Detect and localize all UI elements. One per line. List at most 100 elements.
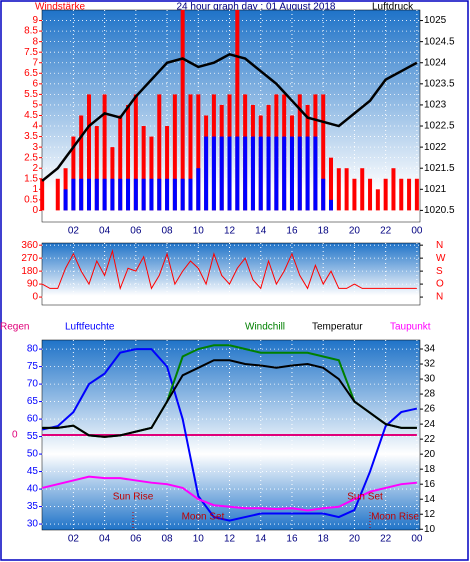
y3-tick-label: 0	[12, 430, 18, 441]
y2-tick-label: 1024.5	[424, 36, 455, 47]
wind-bar	[188, 178, 193, 211]
y-tick-label: 3.5	[24, 131, 38, 142]
y-tick-label: 70	[27, 379, 39, 390]
gust-bar	[352, 178, 357, 211]
y-tick-label: 45	[27, 466, 39, 477]
y2-tick-label: N	[436, 240, 443, 251]
wind-bar	[313, 136, 318, 211]
series-line	[41, 348, 418, 522]
x-tick-label: 02	[68, 226, 80, 237]
gust-bar	[344, 168, 349, 211]
y-tick-label: 360	[21, 240, 38, 251]
gust-bar	[165, 126, 170, 211]
x-tick-label: 22	[380, 226, 392, 237]
wind-bar	[133, 178, 138, 211]
x-tick-label: 14	[255, 534, 267, 545]
pressure-line	[41, 52, 418, 182]
y-tick-label: 3	[32, 142, 38, 153]
gust-bar	[86, 94, 91, 211]
y-tick-label: 8.5	[24, 26, 38, 37]
y-tick-label: 4.5	[24, 110, 38, 121]
legend-label: Windchill	[245, 322, 285, 333]
wind-bar	[204, 136, 209, 211]
wind-bar	[235, 136, 240, 211]
wind-bar	[102, 178, 107, 211]
gust-bar	[399, 178, 404, 211]
y-tick-label: 7.5	[24, 47, 38, 58]
gust-bar	[71, 136, 76, 211]
y-axis-label: Windstärke	[35, 2, 85, 13]
gust-bar	[188, 94, 193, 211]
y2-tick-label: 28	[424, 389, 436, 400]
gust-bar	[118, 115, 123, 211]
y2-tick-label: 14	[424, 494, 436, 505]
y2-tick-label: 18	[424, 464, 436, 475]
wind-bar	[71, 178, 76, 211]
x-tick-label: 12	[224, 226, 236, 237]
wind-bar	[266, 136, 271, 211]
legend-label: Regen	[0, 322, 29, 333]
y-tick-label: 65	[27, 396, 39, 407]
y2-tick-label: 1021	[424, 184, 447, 195]
x-tick-label: 08	[162, 534, 174, 545]
annotation: Moon Rise	[371, 512, 419, 523]
wind-bar	[211, 136, 216, 211]
annotation: Sun Rise	[113, 492, 154, 503]
wind-bar	[149, 178, 154, 211]
wind-bar	[243, 136, 248, 211]
y2-tick-label: 1020.5	[424, 205, 455, 216]
gust-bar	[375, 189, 380, 211]
gust-bar	[172, 94, 177, 211]
x-tick-label: 22	[380, 534, 392, 545]
gust-bar	[368, 178, 373, 211]
x-tick-label: 00	[411, 226, 423, 237]
y-tick-label: 0	[32, 292, 38, 303]
plot-area	[41, 242, 421, 306]
gust-bar	[79, 115, 84, 211]
y2-tick-label: 26	[424, 404, 436, 415]
wind-bar	[258, 136, 263, 211]
wind-bar	[250, 136, 255, 211]
x-tick-label: 20	[349, 226, 361, 237]
gust-bar	[180, 10, 185, 211]
x-tick-label: 12	[224, 534, 236, 545]
wind-bar	[305, 136, 310, 211]
wind-bar	[141, 178, 146, 211]
y2-tick-label: S	[436, 266, 443, 277]
wind-bar	[79, 178, 84, 211]
y2-tick-label: 1025	[424, 15, 447, 26]
wind-bar	[86, 178, 91, 211]
y-tick-label: 5	[32, 100, 38, 111]
y-tick-label: 50	[27, 449, 39, 460]
gust-bar	[196, 94, 201, 211]
annotation: Moon Set	[182, 512, 225, 523]
y2-tick-label: O	[436, 279, 444, 290]
y2-tick-label: 34	[424, 344, 436, 355]
wind-bar	[63, 189, 68, 211]
y-tick-label: 2.5	[24, 152, 38, 163]
x-tick-label: 10	[193, 226, 205, 237]
gust-bar	[321, 94, 326, 211]
wind-bar	[321, 178, 326, 211]
y2-tick-label: 24	[424, 419, 436, 430]
gust-bar	[102, 94, 107, 211]
wind-bar	[196, 168, 201, 211]
y-tick-label: 9	[32, 15, 38, 26]
y2-tick-label: 32	[424, 359, 436, 370]
gust-bar	[336, 168, 341, 211]
gust-bar	[391, 168, 396, 211]
y2-tick-label: 1021.5	[424, 163, 455, 174]
wind-bar	[289, 136, 294, 211]
wind-bar	[126, 178, 131, 211]
x-tick-label: 16	[286, 534, 298, 545]
gust-bar	[55, 178, 60, 211]
y2-tick-label: 1023.5	[424, 78, 455, 89]
gust-bar	[360, 168, 365, 211]
y-tick-label: 4	[32, 121, 38, 132]
y-tick-label: 6.5	[24, 68, 38, 79]
y2-tick-label: 1022	[424, 142, 447, 153]
x-tick-label: 00	[411, 534, 423, 545]
y-tick-label: 0	[32, 205, 38, 216]
x-tick-label: 06	[130, 226, 142, 237]
gust-bar	[407, 178, 412, 211]
